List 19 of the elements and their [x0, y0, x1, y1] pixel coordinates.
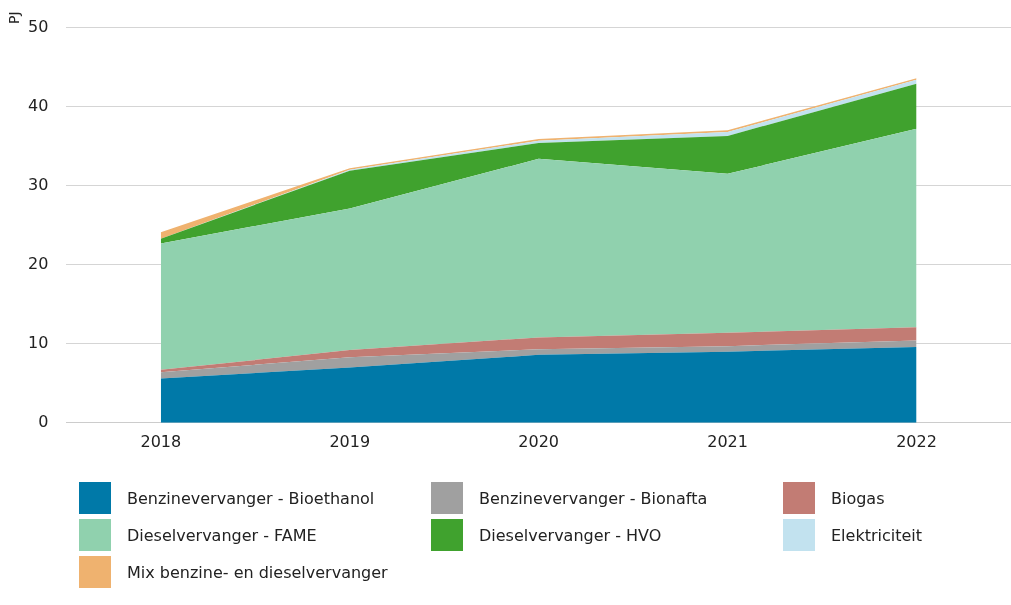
y-tick-label: 20	[28, 253, 49, 273]
legend-label: Benzinevervanger - Bionafta	[479, 488, 708, 508]
y-tick-label: 0	[38, 411, 49, 431]
y-tick-label: 10	[28, 332, 49, 352]
legend-label: Dieselvervanger - HVO	[479, 525, 662, 545]
legend-label: Biogas	[831, 488, 885, 508]
y-tick-label: 30	[28, 174, 49, 194]
x-tick-label: 2018	[140, 431, 182, 451]
x-tick-label: 2019	[329, 431, 371, 451]
y-tick-label: 40	[28, 95, 49, 115]
x-tick-label: 2021	[707, 431, 748, 451]
x-tick-label: 2020	[518, 431, 560, 451]
legend-label: Benzinevervanger - Bioethanol	[127, 488, 375, 508]
y-tick-label: 50	[28, 16, 49, 36]
legend-label: Elektriciteit	[831, 525, 923, 545]
x-tick-label: 2022	[896, 431, 937, 451]
legend-label: Dieselvervanger - FAME	[127, 525, 317, 545]
legend-label: Mix benzine- en dieselvervanger	[127, 562, 388, 582]
y-axis-title: PJ	[6, 11, 22, 24]
